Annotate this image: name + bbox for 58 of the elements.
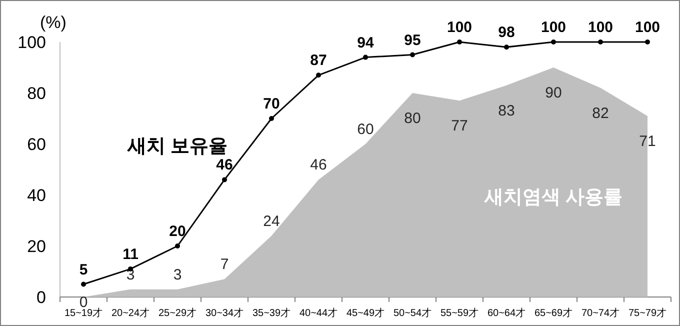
data-label: 95 [404,32,421,49]
point [175,244,180,248]
data-label: 11 [122,246,138,263]
y-tick-label: 40 [27,186,46,205]
point [457,40,462,44]
data-label: 24 [263,212,280,230]
data-label: 90 [545,84,562,102]
data-label: 7 [220,256,229,274]
x-tick-label: 30~34才 [205,307,244,319]
data-label: 70 [263,96,280,112]
x-tick-label: 65~69才 [534,307,573,319]
series-label: 새치염색 사용률 [483,187,623,208]
data-label: 46 [216,156,233,174]
data-label: 77 [451,118,468,135]
y-axis-title: (%) [40,13,66,32]
data-label: 80 [404,110,421,127]
data-label: 5 [79,261,88,278]
series-label: 새치 보유율 [126,136,228,157]
point [316,72,321,78]
data-label: 100 [446,19,472,36]
y-tick-label: 20 [27,237,46,256]
y-tick-label: 60 [27,135,46,154]
data-label: 3 [173,266,182,284]
x-tick-label: 70~74才 [581,307,620,319]
x-tick-label: 25~29才 [158,307,197,319]
data-label: 87 [310,52,327,70]
point [81,282,86,287]
data-label: 82 [592,104,609,122]
x-tick-label: 20~24才 [111,307,150,319]
data-label: 98 [498,24,515,42]
data-label: 100 [588,19,614,36]
data-label: 20 [169,223,186,240]
x-tick-label: 45~49才 [346,307,385,319]
x-tick-label: 35~39才 [252,307,291,319]
data-label: 46 [310,156,327,174]
x-tick-label: 75~79才 [628,307,667,319]
y-tick-label: 100 [18,33,46,52]
data-label: 60 [357,121,374,138]
data-label: 100 [634,19,660,36]
x-tick-label: 15~19才 [64,307,103,319]
point [598,40,603,44]
point [410,52,415,58]
x-tick-label: 55~59才 [440,307,479,319]
point [222,177,227,182]
x-tick-label: 40~44才 [299,307,338,319]
point [645,40,650,44]
x-tick-label: 50~54才 [393,307,432,319]
y-tick-label: 80 [27,84,46,103]
data-label: 94 [357,34,374,52]
data-label: 83 [498,102,515,120]
x-tick-label: 60~64才 [487,307,526,319]
point [551,40,556,44]
point [363,54,368,60]
y-tick-label: 0 [36,288,46,307]
point [504,44,509,50]
point [269,116,274,121]
data-label: 71 [639,132,656,150]
data-label: 100 [540,19,566,36]
